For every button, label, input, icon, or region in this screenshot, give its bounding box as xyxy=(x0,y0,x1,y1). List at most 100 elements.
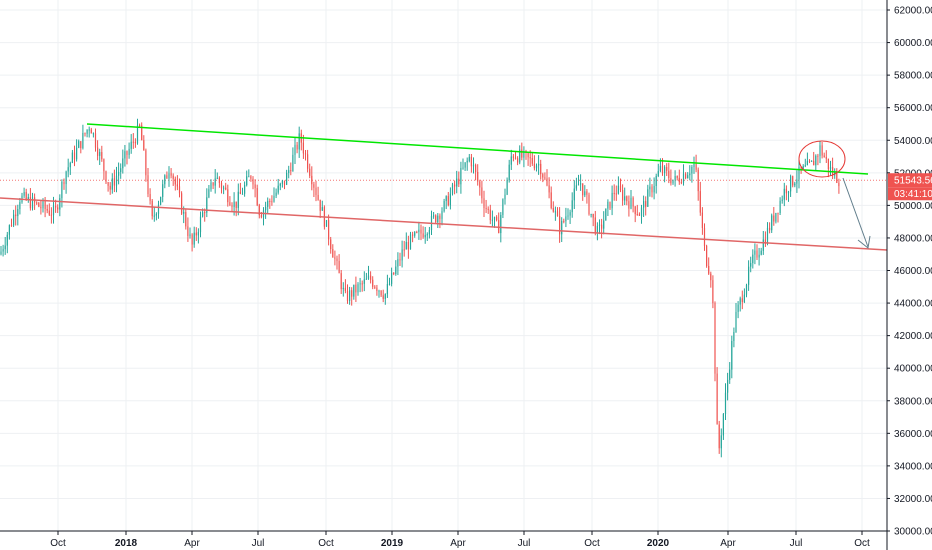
price-axis[interactable] xyxy=(887,0,932,550)
candle-body xyxy=(10,225,13,227)
candle-body xyxy=(561,220,563,235)
candle-body xyxy=(454,184,456,187)
candle-body xyxy=(468,156,470,161)
candle-body xyxy=(189,234,191,236)
support-trendline[interactable] xyxy=(0,197,888,251)
candle-body xyxy=(8,225,10,235)
candle-body xyxy=(823,155,825,158)
candle-body xyxy=(99,152,101,156)
candle-body xyxy=(790,176,792,192)
candle-body xyxy=(166,175,168,179)
candle-body xyxy=(223,187,225,189)
candle-body xyxy=(351,290,353,297)
candle-body xyxy=(378,290,380,292)
resistance-trendline[interactable] xyxy=(86,123,869,175)
candle-body xyxy=(766,227,769,244)
candle-body xyxy=(418,229,420,233)
candle-body xyxy=(735,311,737,332)
candle-body xyxy=(745,284,748,295)
candle-body xyxy=(281,180,283,184)
x-tick-label: Apr xyxy=(184,538,200,549)
candle-body xyxy=(82,132,84,149)
candle-body xyxy=(302,142,304,154)
candle-body xyxy=(628,201,630,209)
forecast-arrow-line[interactable] xyxy=(842,177,869,248)
candle-body xyxy=(544,177,546,179)
candle-body xyxy=(523,150,525,158)
candle-body xyxy=(565,216,567,222)
candle-body xyxy=(286,172,288,185)
candle-body xyxy=(388,283,391,285)
candle-body xyxy=(239,191,241,195)
candle-body xyxy=(397,259,399,267)
candle-body xyxy=(353,284,355,297)
candle-body xyxy=(405,242,407,250)
candle-body xyxy=(393,272,395,274)
candle-body xyxy=(168,173,170,179)
candle-body xyxy=(817,155,819,157)
candle-body xyxy=(483,198,485,208)
candle-body xyxy=(220,183,223,189)
candle-body xyxy=(254,184,256,189)
candle-body xyxy=(115,175,118,186)
candle-body xyxy=(479,181,481,188)
candle-body xyxy=(4,245,6,250)
candle-body xyxy=(376,287,378,292)
candle-body xyxy=(365,278,367,280)
candle-body xyxy=(206,197,208,213)
candle-body xyxy=(703,227,706,246)
candle-body xyxy=(147,175,149,195)
candle-body xyxy=(349,290,351,301)
forecast-arrow-head[interactable] xyxy=(857,235,871,249)
candle-body xyxy=(573,188,575,201)
candle-body xyxy=(664,167,666,174)
candle-body xyxy=(552,208,554,212)
candle-body xyxy=(27,197,29,200)
candle-body xyxy=(802,166,804,170)
candle-body xyxy=(577,184,580,186)
candle-body xyxy=(441,211,443,219)
candle-body xyxy=(241,193,244,195)
candle-body xyxy=(101,152,103,160)
candle-body xyxy=(61,181,63,199)
candle-body xyxy=(638,214,640,216)
candle-body xyxy=(680,182,682,184)
candle-body xyxy=(739,298,741,305)
candle-body xyxy=(361,283,363,285)
candle-body xyxy=(244,185,246,194)
candle-body xyxy=(395,266,397,274)
candle-body xyxy=(829,167,832,169)
candle-body xyxy=(477,171,479,182)
candle-body xyxy=(0,251,2,255)
candle-body xyxy=(235,201,237,208)
candle-body xyxy=(151,200,153,217)
candle-body xyxy=(292,154,294,172)
candle-body xyxy=(336,258,338,261)
candle-body xyxy=(399,259,401,261)
x-tick-label: 2020 xyxy=(647,538,670,549)
candle-body xyxy=(55,205,57,208)
candle-body xyxy=(514,157,517,159)
x-tick-label: Oct xyxy=(854,538,870,549)
candle-body xyxy=(134,141,136,144)
candle-body xyxy=(758,254,760,258)
candle-body xyxy=(567,215,569,217)
candle-body xyxy=(357,284,359,293)
candles xyxy=(0,118,840,458)
candle-body xyxy=(609,201,611,209)
candle-body xyxy=(248,176,250,178)
y-tick-label: 38000.00 xyxy=(894,396,932,407)
candle-body xyxy=(743,294,745,302)
candle-body xyxy=(76,147,78,160)
candle-body xyxy=(315,187,317,195)
candle-body xyxy=(334,257,336,259)
candle-body xyxy=(685,173,687,179)
candle-body xyxy=(420,229,422,234)
candle-body xyxy=(500,214,502,234)
candle-body xyxy=(80,141,82,149)
top-circle-annotation[interactable] xyxy=(798,140,846,178)
candle-body xyxy=(771,215,773,231)
candle-body xyxy=(328,220,330,240)
